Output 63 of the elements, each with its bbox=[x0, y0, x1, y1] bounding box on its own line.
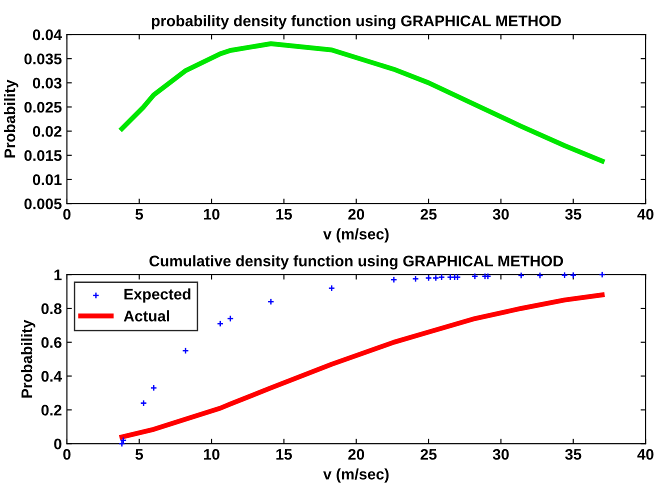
x-tick-label: 5 bbox=[135, 449, 144, 460]
point bbox=[328, 284, 336, 292]
point bbox=[425, 274, 432, 282]
y-tick-label: 0.6 bbox=[41, 337, 62, 348]
point bbox=[150, 384, 158, 392]
x-tick-label: 20 bbox=[348, 448, 364, 460]
line-series bbox=[119, 41, 605, 164]
y-axis-title: Probability bbox=[21, 320, 36, 398]
point bbox=[118, 440, 126, 448]
point bbox=[561, 272, 568, 279]
x-tick-label: 35 bbox=[565, 208, 582, 220]
point bbox=[471, 272, 478, 280]
point bbox=[226, 315, 234, 322]
y-tick-label: 0.025 bbox=[24, 102, 62, 113]
y-axis-title: Probability bbox=[4, 80, 18, 158]
point bbox=[438, 274, 446, 281]
point bbox=[536, 272, 544, 279]
x-tick-label: 15 bbox=[276, 449, 292, 460]
point bbox=[267, 298, 274, 306]
y-tick-label: 0.2 bbox=[41, 404, 62, 416]
x-tick-label: 0 bbox=[63, 448, 71, 460]
y-tick-label: 0.8 bbox=[41, 303, 62, 314]
point bbox=[570, 272, 577, 279]
y-tick-label: 0.02 bbox=[32, 126, 62, 137]
point bbox=[454, 274, 461, 281]
x-tick-label: 25 bbox=[420, 448, 437, 460]
chart-title: probability density function using GRAPHICAL METHOD bbox=[152, 15, 561, 30]
legend-label: Expected bbox=[124, 288, 190, 303]
point bbox=[518, 272, 525, 279]
point bbox=[432, 274, 440, 282]
y-tick-label: 0.03 bbox=[32, 78, 62, 89]
x-tick-label: 40 bbox=[637, 208, 654, 220]
x-tick-label: 30 bbox=[492, 208, 509, 220]
y-tick-label: 0.035 bbox=[24, 54, 62, 64]
y-tick-label: 0.04 bbox=[32, 29, 62, 40]
x-tick-label: 25 bbox=[420, 208, 437, 220]
point bbox=[120, 436, 127, 444]
point bbox=[390, 276, 398, 284]
point bbox=[182, 347, 190, 354]
x-axis-title: v (m/sec) bbox=[323, 468, 389, 483]
chart-title: Cumulative density function using GRAPHICAL METHOD bbox=[149, 255, 564, 270]
x-tick-label: 20 bbox=[348, 208, 364, 220]
legend-label: Actual bbox=[124, 310, 170, 322]
point bbox=[140, 400, 148, 407]
y-tick-label: 0.005 bbox=[24, 198, 62, 210]
x-tick-label: 15 bbox=[276, 209, 292, 220]
point bbox=[598, 271, 606, 278]
x-tick-label: 10 bbox=[204, 448, 220, 460]
y-tick-label: 0.015 bbox=[24, 150, 62, 161]
y-tick-label: 0.01 bbox=[32, 174, 62, 186]
y-tick-label: 1 bbox=[54, 270, 62, 280]
x-tick-label: 0 bbox=[63, 208, 71, 220]
point bbox=[216, 320, 224, 328]
x-tick-label: 10 bbox=[204, 208, 220, 220]
x-tick-label: 30 bbox=[492, 448, 509, 460]
x-tick-label: 40 bbox=[637, 448, 654, 460]
x-tick-label: 5 bbox=[135, 209, 144, 220]
point bbox=[482, 272, 488, 280]
x-tick-label: 35 bbox=[565, 448, 582, 460]
point bbox=[412, 275, 420, 282]
x-axis-title: v (m/sec) bbox=[323, 228, 389, 242]
y-tick-label: 0 bbox=[54, 438, 62, 450]
y-tick-label: 0.4 bbox=[41, 370, 62, 382]
